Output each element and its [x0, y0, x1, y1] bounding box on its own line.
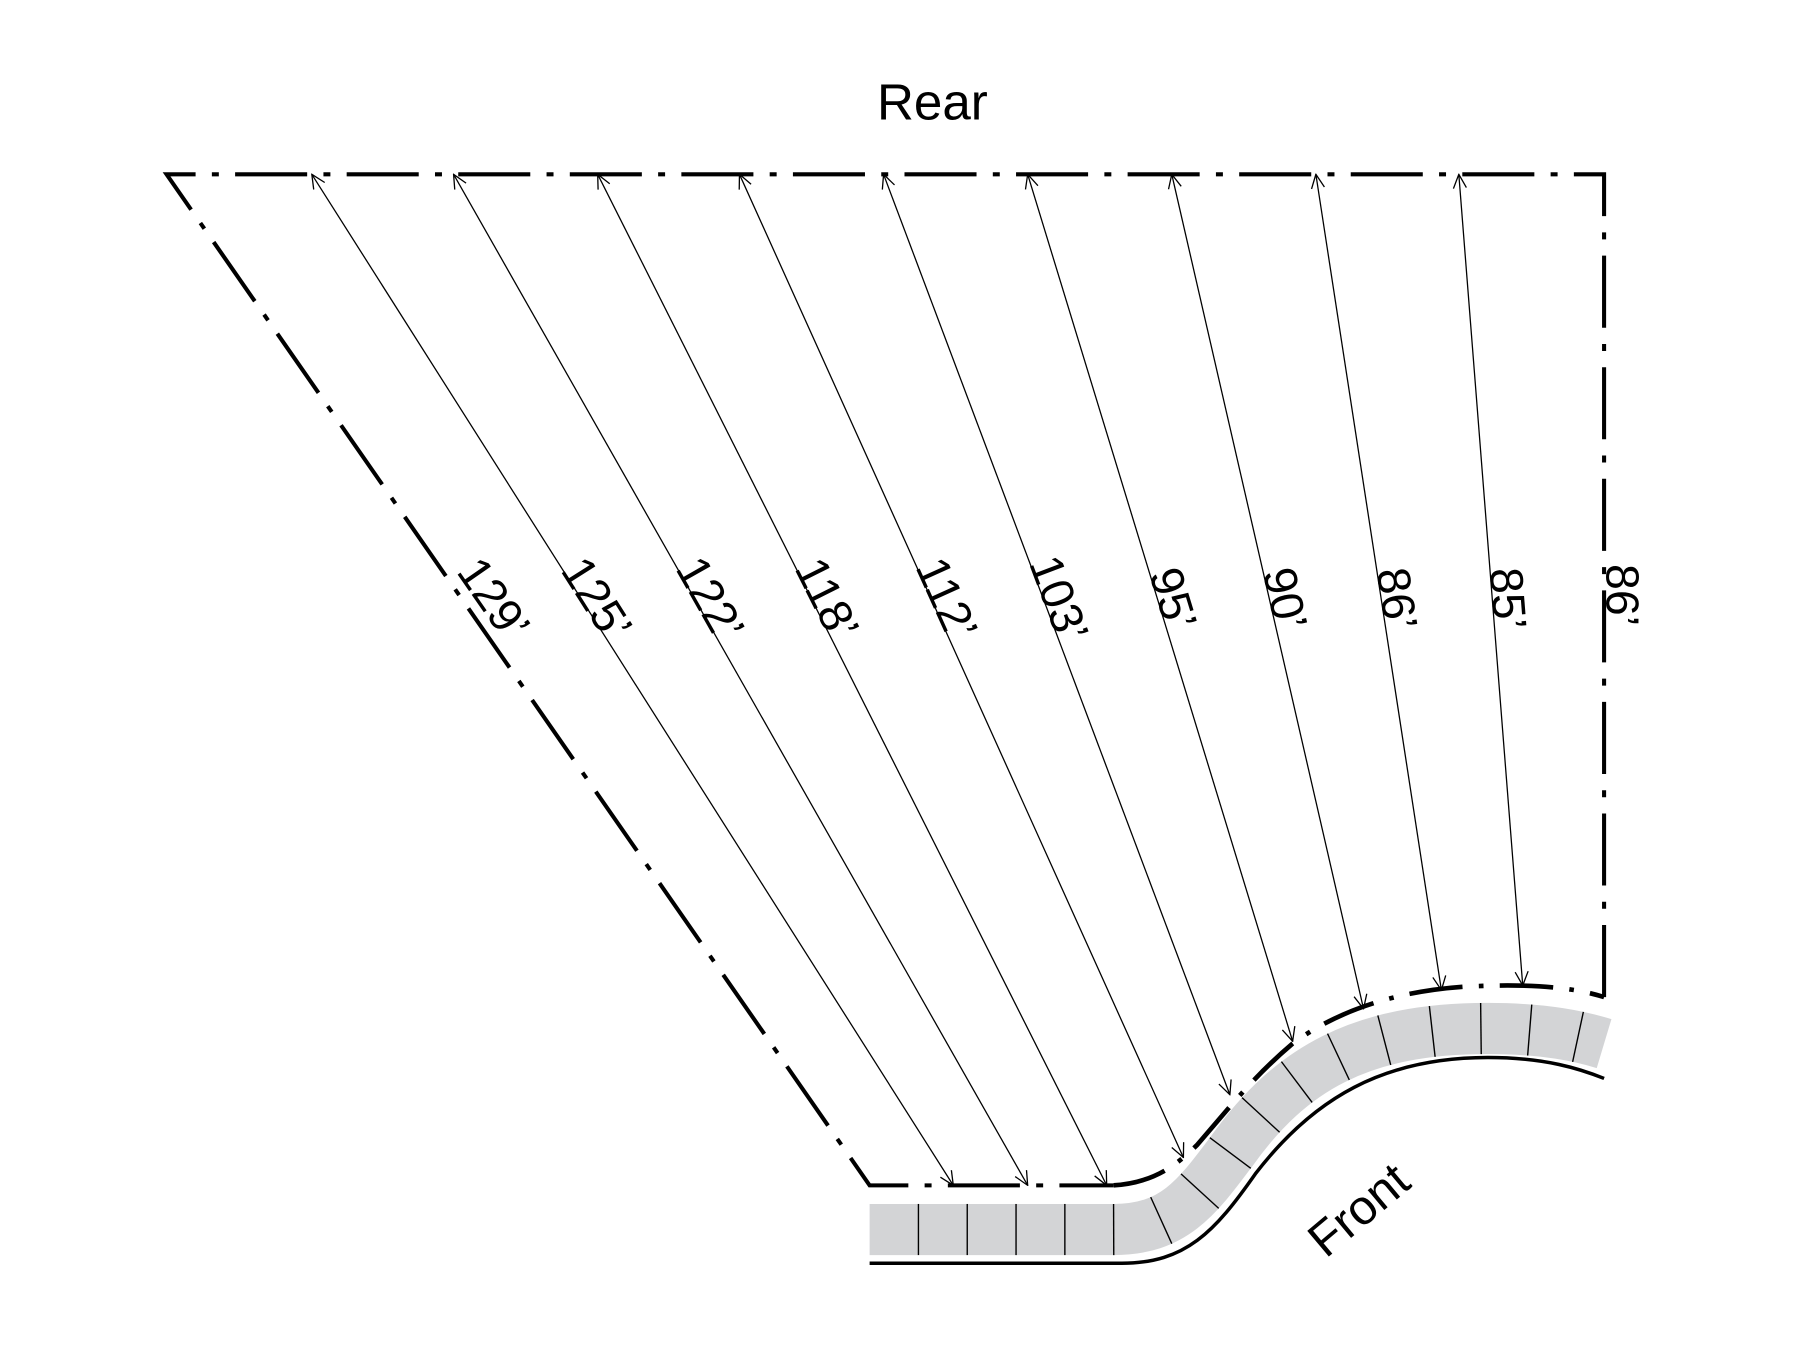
dimension-label: 90’: [1253, 563, 1318, 635]
road-tick: [1209, 1137, 1252, 1169]
dimension-label: 112’: [906, 549, 988, 647]
road-tick: [1377, 1015, 1392, 1066]
rear-label: Rear: [877, 74, 988, 131]
dimension-1: 125’: [312, 174, 953, 1185]
dimension-label: 125’: [551, 548, 642, 650]
dimension-9: 85’: [1459, 174, 1537, 985]
road-tick: [1526, 1004, 1533, 1056]
dimension-label: 85’: [1480, 566, 1537, 632]
road-tick: [1479, 1002, 1482, 1055]
dimension-label: 103’: [1019, 548, 1099, 649]
road-edge-line: [869, 1055, 1605, 1265]
front-label: Front: [1298, 1153, 1420, 1268]
dimension-3: 118’: [598, 174, 1107, 1185]
dimension-label: 129’: [447, 548, 540, 650]
dimension-label: 122’: [666, 548, 755, 650]
dimension-arrow-line: [1459, 174, 1523, 985]
road-tick: [1428, 1005, 1436, 1057]
dimension-label: 95’: [1139, 561, 1207, 636]
road-tick: [1150, 1196, 1173, 1244]
dimension-arrow-line: [598, 174, 1107, 1185]
dimension-label: 118’: [785, 549, 869, 648]
dimension-2: 122’: [454, 174, 1028, 1185]
road-ticks: [917, 1002, 1585, 1256]
dimension-4: 112’: [739, 174, 1183, 1157]
dimension-8: 86’: [1316, 174, 1442, 990]
road-band: [869, 1002, 1612, 1256]
dimension-arrow-line: [312, 174, 953, 1185]
dimension-arrow-line: [739, 174, 1183, 1157]
road-tick: [1241, 1097, 1281, 1133]
dimension-arrow-line: [1316, 174, 1442, 990]
road-tick: [1326, 1033, 1350, 1081]
road-tick: [1280, 1061, 1313, 1103]
road-tick: [1180, 1173, 1220, 1209]
dimension-0: 129’: [447, 548, 540, 650]
road-tick: [1571, 1011, 1585, 1063]
dimension-arrow-line: [454, 174, 1028, 1185]
dimension-label: 86’: [1367, 564, 1428, 633]
right-side-dimension-label: 86’: [1596, 564, 1648, 626]
